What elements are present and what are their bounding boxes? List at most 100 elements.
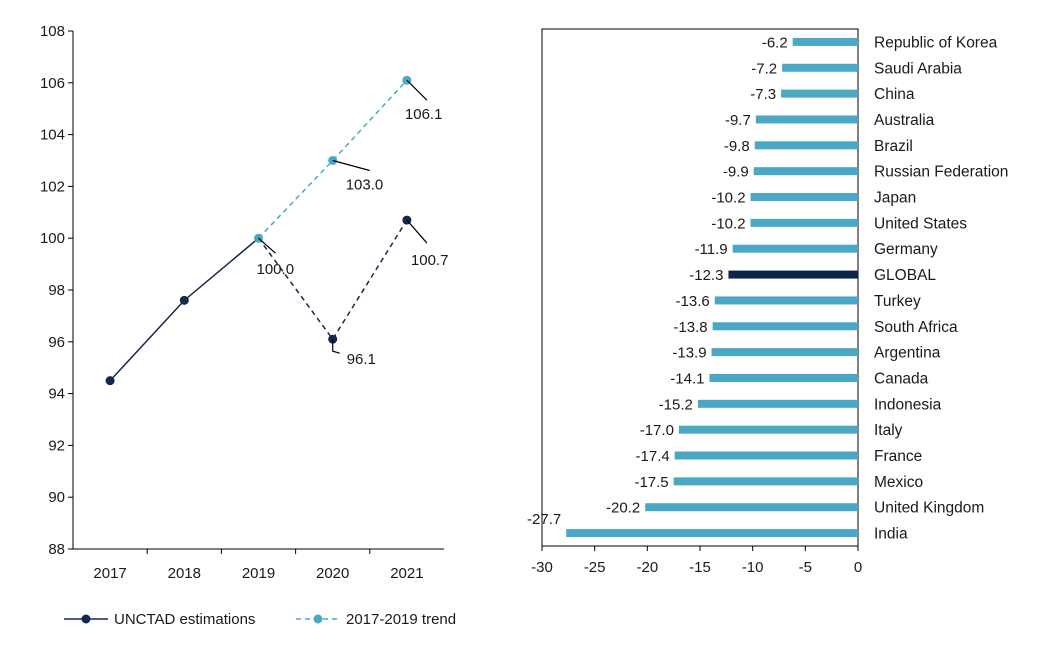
bar-value-label: -14.1 [670, 370, 704, 387]
data-label-est-2020: 96.1 [347, 351, 376, 368]
bar [714, 296, 858, 305]
y-tick-label: 106 [40, 75, 65, 92]
bar [645, 503, 858, 512]
category-label: Brazil [874, 138, 913, 155]
bar [712, 322, 858, 331]
bar [709, 373, 858, 382]
trend-line [257, 79, 408, 239]
category-label: Turkey [874, 293, 921, 310]
bar-value-label: -12.3 [689, 267, 723, 284]
x-tick-label: -30 [531, 559, 553, 576]
bar [711, 348, 858, 357]
bar-value-label: -27.7 [527, 511, 561, 528]
category-label: Saudi Arabia [874, 60, 962, 77]
category-label: Germany [874, 241, 938, 258]
bar-value-label: -11.9 [695, 241, 728, 258]
legend-estimations-marker [81, 614, 91, 624]
category-label: Australia [874, 112, 935, 129]
bar-value-label: -20.2 [606, 500, 640, 517]
x-tick-label: -25 [584, 559, 606, 576]
plot-frame [541, 28, 859, 547]
x-tick-label: -15 [689, 559, 711, 576]
x-tick-label: 2021 [390, 565, 423, 582]
data-label-trend-2021-leader [406, 79, 428, 101]
x-tick-label: 2019 [242, 565, 275, 582]
bar [753, 167, 858, 176]
data-label-2019-leader [258, 237, 276, 254]
data-label-trend-2020: 103.0 [346, 177, 384, 194]
data-label-est-2021: 100.7 [411, 252, 449, 269]
bar-value-label: -13.6 [676, 293, 710, 310]
y-tick-label: 98 [48, 282, 65, 299]
data-label-est-2021-leader [406, 219, 428, 244]
x-tick-label: -20 [636, 559, 658, 576]
bar [673, 477, 858, 486]
bar-value-label: -17.5 [634, 474, 668, 491]
y-tick-label: 96 [48, 334, 65, 351]
bar-value-label: -13.8 [673, 319, 707, 336]
bar [732, 244, 858, 253]
estimations-point [179, 295, 189, 305]
x-tick-label: 2018 [168, 565, 201, 582]
category-label: GLOBAL [874, 267, 936, 284]
category-label: Mexico [874, 474, 923, 491]
bar-value-label: -7.3 [750, 86, 776, 103]
estimations-point [105, 376, 115, 386]
bar-value-label: -15.2 [659, 396, 693, 413]
bar-value-label: -10.2 [711, 215, 745, 232]
y-tick-label: 90 [48, 489, 65, 506]
x-tick-label: 0 [854, 559, 862, 576]
estimations-line-solid [109, 237, 259, 382]
x-tick-label: -5 [799, 559, 812, 576]
category-label: South Africa [874, 319, 958, 336]
data-label-est-2020-leader [332, 339, 340, 354]
category-label: China [874, 86, 915, 103]
category-label: France [874, 448, 922, 465]
line-chart: 88 90 92 94 96 98 100 102 104 106 108 2017 2018 2019 2… [40, 23, 456, 628]
y-tick-label: 92 [48, 437, 65, 454]
bar-value-label: -17.0 [640, 422, 674, 439]
bar [697, 399, 858, 408]
data-label-2019: 100.0 [257, 261, 295, 278]
bar [750, 193, 858, 202]
category-label: Italy [874, 422, 903, 439]
y-tick-label: 108 [40, 23, 65, 40]
category-label: Japan [874, 190, 916, 207]
category-label: Indonesia [874, 396, 942, 413]
category-label: India [874, 526, 908, 543]
bar-value-label: -9.7 [725, 112, 751, 129]
bar-value-label: -9.8 [724, 138, 750, 155]
x-tick-label: -10 [742, 559, 764, 576]
bar [566, 529, 858, 538]
bar [678, 425, 858, 434]
bar-value-label: -17.4 [636, 448, 670, 465]
bar [781, 89, 858, 98]
bar-value-label: -10.2 [711, 190, 745, 207]
bar [782, 63, 858, 72]
y-tick-label: 88 [48, 541, 65, 558]
bar-value-label: -6.2 [762, 34, 788, 51]
category-label: Russian Federation [874, 164, 1008, 181]
category-label: United Kingdom [874, 500, 984, 517]
bar-value-label: -9.9 [723, 164, 749, 181]
y-tick-label: 104 [40, 127, 65, 144]
bar-chart: -30 -25 -20 -15 -10 -5 0 -6.2 Republic of Korea -… [527, 28, 1008, 576]
legend-trend-label: 2017-2019 trend [346, 611, 456, 628]
data-label-trend-2021: 106.1 [405, 106, 443, 123]
bar [792, 37, 858, 46]
bar [750, 218, 858, 227]
data-label-trend-2020-leader [332, 159, 370, 172]
bar-value-label: -7.2 [751, 60, 777, 77]
bar [754, 141, 858, 150]
y-tick-label: 94 [48, 386, 65, 403]
category-label: United States [874, 215, 967, 232]
legend-trend-marker [313, 614, 323, 624]
y-tick-label: 100 [40, 230, 65, 247]
y-tick-label: 102 [40, 178, 65, 195]
bar-value-label: -13.9 [672, 345, 706, 362]
x-tick-label: 2017 [93, 565, 126, 582]
legend-estimations-label: UNCTAD estimations [114, 611, 255, 628]
bar [728, 270, 858, 279]
bar [755, 115, 858, 124]
